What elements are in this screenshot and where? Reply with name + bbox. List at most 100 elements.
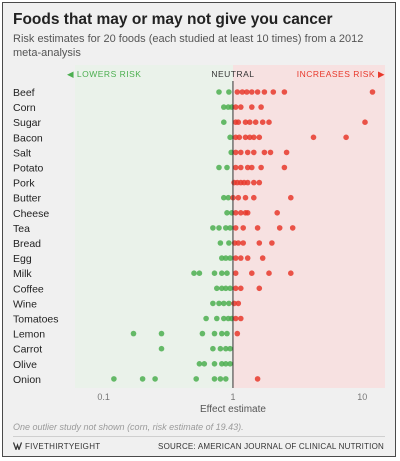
category-label: Olive [13, 359, 37, 371]
data-point [238, 164, 244, 171]
data-point [244, 149, 251, 156]
data-point [217, 345, 224, 352]
data-point [227, 285, 233, 292]
data-point [232, 104, 239, 110]
category-label: Pork [13, 178, 35, 190]
data-point [281, 164, 288, 171]
data-point [226, 240, 232, 246]
data-point [221, 315, 227, 322]
data-point [247, 119, 253, 125]
data-point [362, 119, 368, 125]
data-point [234, 89, 241, 95]
data-point [139, 376, 146, 382]
data-point [343, 134, 349, 141]
data-point [216, 164, 222, 171]
data-point [223, 285, 229, 292]
category-label: Egg [13, 253, 32, 265]
data-point [249, 270, 255, 277]
data-point [191, 270, 197, 277]
data-point [259, 255, 266, 261]
data-point [219, 255, 225, 261]
data-point [224, 164, 230, 171]
category-label: Butter [13, 193, 42, 205]
category-label: Bread [13, 238, 41, 250]
data-point [251, 134, 257, 141]
fivethirtyeight-logo-icon [13, 442, 22, 450]
data-point [244, 164, 251, 171]
data-point [252, 119, 259, 125]
data-point [256, 179, 263, 186]
data-point [239, 89, 246, 95]
data-point [259, 119, 266, 125]
data-point [211, 376, 218, 382]
data-point [224, 210, 230, 216]
data-point [211, 361, 218, 367]
data-point [235, 300, 242, 307]
data-point [227, 255, 233, 261]
data-point [266, 270, 272, 277]
category-label: Beef [13, 87, 35, 99]
x-tick-label: 1 [230, 392, 235, 402]
data-point [216, 300, 222, 307]
x-tick-label: 10 [357, 392, 367, 402]
data-point [238, 104, 244, 110]
data-point [226, 300, 232, 307]
data-point [224, 330, 230, 337]
data-point [216, 225, 222, 231]
data-point [251, 149, 257, 156]
data-point [235, 119, 242, 125]
category-label: Lemon [13, 329, 45, 341]
data-point [217, 376, 224, 382]
data-point [249, 89, 255, 95]
data-point [223, 376, 229, 382]
data-point [249, 104, 255, 110]
data-point [223, 225, 229, 231]
data-point [254, 376, 261, 382]
data-point [289, 225, 296, 231]
data-point [236, 134, 243, 141]
data-point [281, 89, 288, 95]
category-label: Corn [13, 102, 36, 114]
footer-divider [13, 436, 385, 437]
data-point [242, 119, 249, 125]
data-point [240, 240, 246, 246]
data-point [258, 104, 264, 110]
data-point [258, 164, 264, 171]
data-point [256, 285, 263, 292]
data-point [238, 149, 244, 156]
data-point [235, 194, 242, 201]
data-point [247, 134, 253, 141]
data-point [242, 194, 249, 201]
data-point [261, 149, 268, 156]
dot-plot: ◀ LOWERS RISK NEUTRAL INCREASES RISK ▶ Beef… [13, 65, 385, 415]
data-point [219, 270, 225, 277]
data-point [223, 255, 229, 261]
data-point [232, 270, 239, 277]
data-point [225, 194, 232, 201]
category-label: Cheese [13, 208, 49, 220]
data-point [288, 194, 294, 201]
data-point [254, 89, 261, 95]
x-tick-label: 0.1 [97, 392, 110, 402]
data-point [238, 255, 244, 261]
category-label: Salt [13, 147, 31, 159]
data-point [196, 270, 203, 277]
data-point [251, 194, 257, 201]
data-point [234, 330, 241, 337]
data-point [210, 225, 216, 231]
data-point [261, 89, 268, 95]
data-point [269, 240, 275, 246]
data-point [242, 134, 249, 141]
category-label: Tea [13, 223, 30, 235]
data-point [244, 255, 251, 261]
data-point [288, 270, 294, 277]
data-point [266, 119, 272, 125]
data-point [227, 345, 233, 352]
category-label: Potato [13, 163, 44, 175]
data-point [227, 225, 233, 231]
category-label: Sugar [13, 117, 42, 129]
data-point [251, 179, 257, 186]
data-point [232, 149, 239, 156]
data-point [221, 104, 227, 110]
data-point [158, 345, 165, 352]
